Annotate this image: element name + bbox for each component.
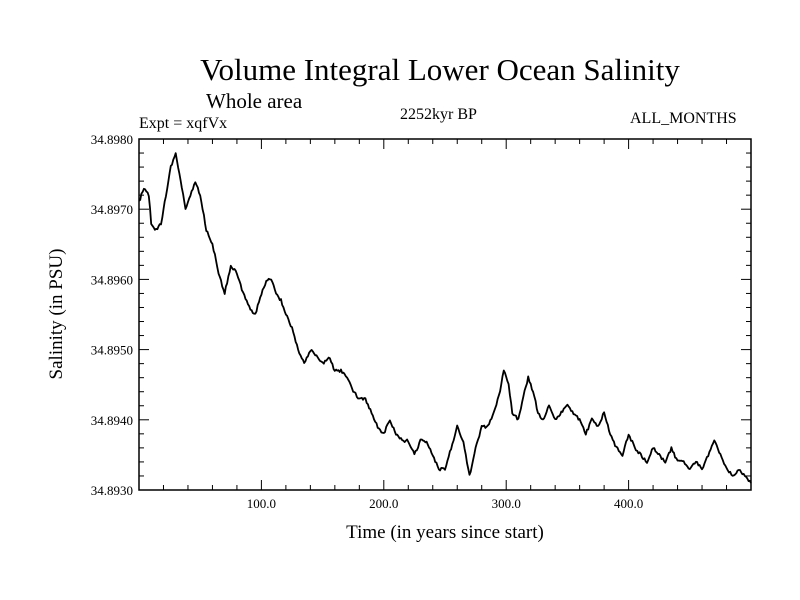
y-tick-label: 34.8970 <box>91 202 133 217</box>
y-tick-label: 34.8980 <box>91 132 133 147</box>
axis-ticks <box>139 138 751 491</box>
x-tick-label: 100.0 <box>247 496 276 511</box>
experiment-label: Expt = xqfVx <box>139 115 228 132</box>
axis-tick-labels: 100.0 200.0 300.0 400.0 34.8930 34.8940 34.895… <box>91 132 643 511</box>
x-tick-label: 400.0 <box>614 496 643 511</box>
months-label: ALL_MONTHS <box>630 110 737 127</box>
period-label: 2252kyr BP <box>400 106 477 123</box>
y-tick-label: 34.8950 <box>91 343 133 358</box>
x-tick-label: 200.0 <box>369 496 398 511</box>
plot-frame <box>138 138 752 491</box>
y-tick-label: 34.8930 <box>91 483 133 498</box>
chart-title: Volume Integral Lower Ocean Salinity <box>200 52 680 87</box>
y-axis-title: Salinity (in PSU) <box>46 249 67 380</box>
x-tick-label: 300.0 <box>492 496 521 511</box>
x-axis-title: Time (in years since start) <box>346 522 544 543</box>
chart-subtitle: Whole area <box>206 89 303 113</box>
y-tick-label: 34.8940 <box>91 413 133 428</box>
salinity-series-line <box>138 152 752 484</box>
y-tick-label: 34.8960 <box>91 272 133 287</box>
